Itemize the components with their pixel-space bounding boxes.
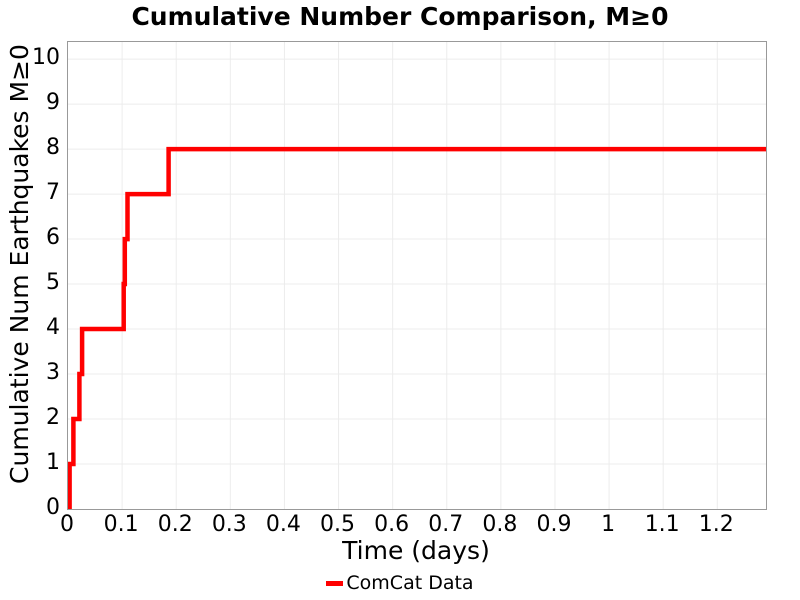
- y-tick-label: 10: [32, 45, 60, 71]
- x-tick-label: 0.4: [265, 512, 301, 537]
- x-tick-label: 1.2: [698, 512, 734, 537]
- x-tick-label: 0.3: [211, 512, 247, 537]
- x-tick-label: 0.8: [482, 512, 518, 537]
- y-tick-label: 7: [46, 180, 60, 206]
- y-tick-label: 5: [46, 270, 60, 296]
- plot-area: [67, 41, 767, 510]
- y-tick-label: 6: [46, 225, 60, 251]
- legend: ComCat Data: [0, 571, 800, 595]
- y-tick-label: 1: [46, 450, 60, 475]
- y-tick-label: 4: [46, 315, 60, 341]
- y-tick-label: 2: [46, 405, 60, 431]
- x-tick-label: 0.7: [428, 512, 464, 537]
- x-tick-label: 1.1: [644, 512, 680, 537]
- x-axis-title: Time (days): [342, 536, 490, 565]
- x-tick-label: 0.9: [536, 512, 572, 537]
- x-tick-label: 0.1: [103, 512, 139, 537]
- x-tick-label: 1: [601, 512, 616, 537]
- legend-line-swatch: [326, 580, 344, 586]
- chart-title: Cumulative Number Comparison, M≥0: [131, 2, 669, 31]
- x-tick-label: 0.2: [157, 512, 193, 537]
- y-axis-title: Cumulative Num Earthquakes M≥0: [5, 44, 34, 484]
- comcat-step-line: [68, 146, 766, 509]
- y-tick-label: 0: [46, 495, 60, 520]
- y-tick-label: 3: [46, 360, 60, 386]
- y-tick-label: 8: [46, 135, 60, 161]
- y-tick-label: 9: [46, 90, 60, 116]
- x-tick-label: 0: [60, 512, 74, 537]
- step-plot-canvas: [68, 42, 766, 509]
- x-tick-label: 0.6: [374, 512, 410, 537]
- legend-label: ComCat Data: [346, 572, 474, 594]
- x-tick-label: 0.5: [320, 512, 356, 537]
- legend-item-comcat: ComCat Data: [326, 571, 474, 595]
